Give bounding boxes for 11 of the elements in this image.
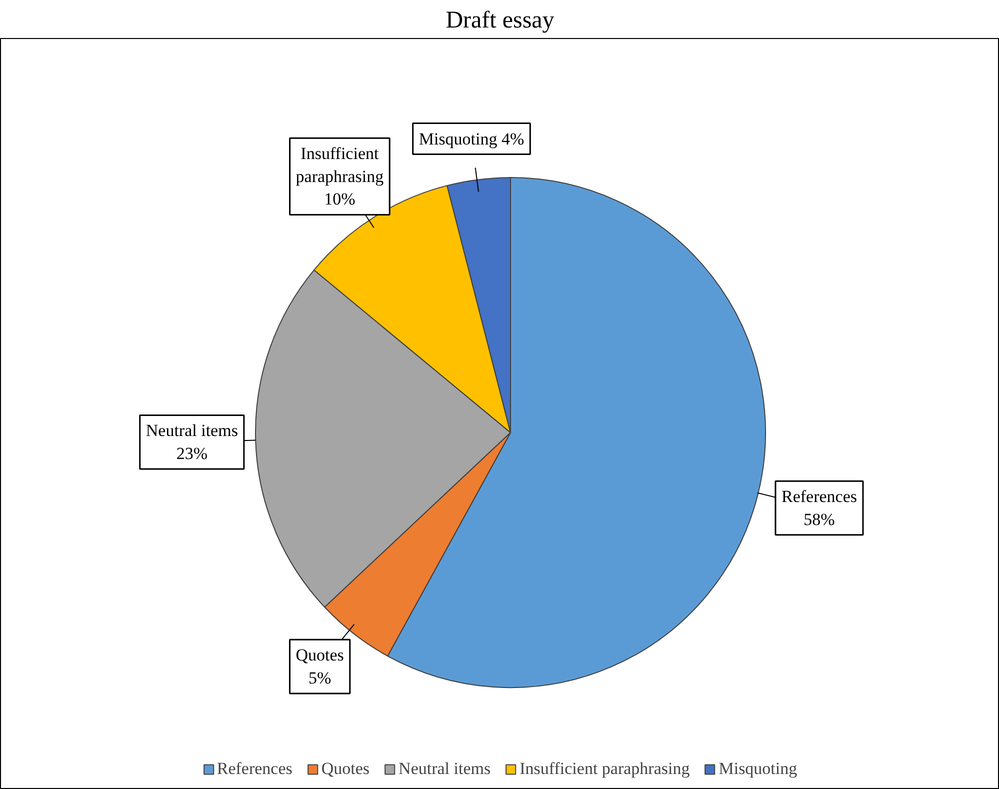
data-label: Misquoting 4%: [418, 129, 524, 148]
legend-label: Misquoting: [718, 759, 798, 779]
legend-label: Insufficient paraphrasing: [520, 759, 690, 779]
chart-title: Draft essay: [446, 8, 554, 34]
data-label: Quotes 5%: [296, 646, 344, 688]
data-label: Neutral items 23%: [146, 421, 238, 463]
data-label: References 58%: [781, 487, 857, 529]
legend-label: References: [216, 759, 292, 779]
legend-label: Quotes: [321, 759, 370, 779]
legend-label: Neutral items: [398, 759, 491, 779]
data-label: Insufficient paraphrasing 10%: [296, 144, 384, 209]
